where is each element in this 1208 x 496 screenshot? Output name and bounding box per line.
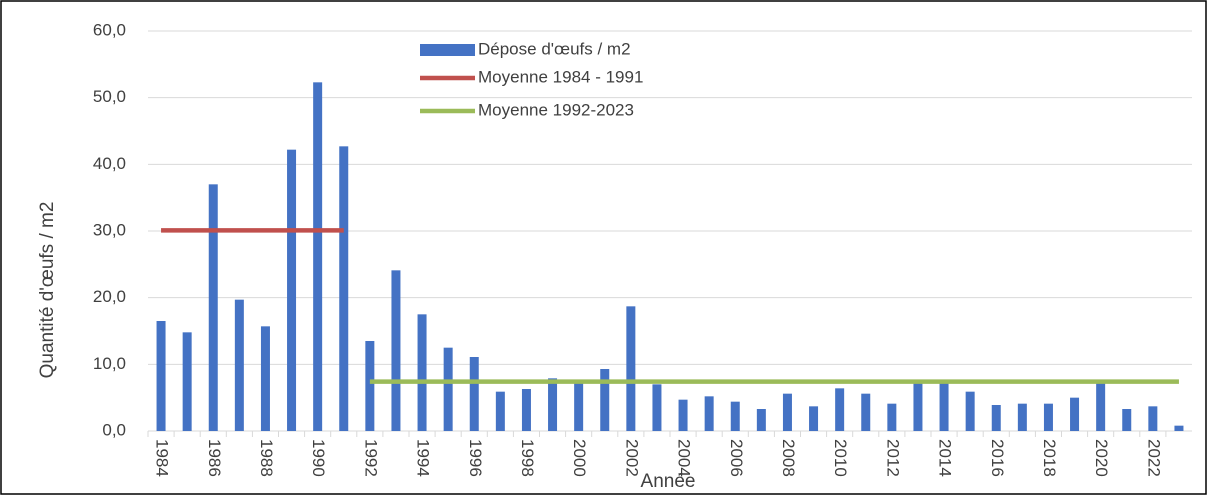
- bar: [652, 384, 662, 431]
- x-tick-label: 2018: [1040, 439, 1059, 477]
- legend-label: Moyenne 1992-2023: [478, 100, 634, 119]
- bar: [1096, 383, 1106, 431]
- y-tick-label: 0,0: [102, 420, 126, 439]
- bar: [600, 369, 610, 431]
- bar: [1174, 425, 1184, 431]
- y-tick-label: 20,0: [93, 287, 126, 306]
- y-tick-label: 60,0: [93, 20, 126, 39]
- bar: [704, 396, 714, 431]
- bar: [156, 321, 166, 431]
- y-tick-label: 30,0: [93, 220, 126, 239]
- x-tick-label: 1990: [309, 439, 328, 477]
- x-tick-label: 2000: [570, 439, 589, 477]
- bar: [1122, 409, 1132, 431]
- bar: [548, 378, 558, 431]
- bar: [469, 357, 479, 431]
- x-tick-label: 1996: [466, 439, 485, 477]
- bar: [443, 347, 453, 431]
- bar: [521, 389, 531, 431]
- y-tick-label: 50,0: [93, 87, 126, 106]
- legend-label: Moyenne 1984 - 1991: [478, 67, 643, 86]
- y-tick-label: 40,0: [93, 154, 126, 173]
- bar: [887, 403, 897, 431]
- x-tick-label: 1992: [361, 439, 380, 477]
- bar: [1017, 403, 1027, 431]
- x-axis-title: Année: [641, 471, 696, 492]
- bar: [365, 341, 375, 431]
- bar: [678, 399, 688, 431]
- bar: [313, 82, 323, 431]
- bar: [626, 306, 636, 431]
- bar: [756, 409, 766, 431]
- bar: [1043, 403, 1053, 431]
- bar: [182, 332, 192, 431]
- legend-swatch: [420, 44, 475, 56]
- bar: [965, 391, 975, 431]
- bar: [782, 393, 792, 431]
- x-tick-label: 2022: [1144, 439, 1163, 477]
- x-tick-label: 1994: [414, 439, 433, 477]
- x-tick-label: 2002: [622, 439, 641, 477]
- bar: [861, 393, 871, 431]
- x-tick-label: 2010: [831, 439, 850, 477]
- bar: [835, 388, 845, 431]
- x-tick-label: 2006: [727, 439, 746, 477]
- bar: [391, 270, 401, 431]
- bar: [417, 314, 427, 431]
- x-tick-label: 2020: [1092, 439, 1111, 477]
- bar: [287, 149, 297, 431]
- bar: [339, 146, 349, 432]
- bar: [809, 406, 819, 431]
- x-tick-label: 1984: [153, 439, 172, 477]
- bar: [991, 405, 1001, 431]
- y-axis-title: Quantité d'œufs / m2: [37, 202, 58, 379]
- legend-label: Dépose d'œufs / m2: [478, 39, 631, 58]
- bar: [730, 401, 740, 431]
- bar: [260, 326, 270, 431]
- bar: [1148, 406, 1158, 431]
- bar: [495, 391, 505, 431]
- x-tick-label: 1998: [518, 439, 537, 477]
- bar: [939, 381, 949, 431]
- x-tick-label: 2012: [883, 439, 902, 477]
- bar: [234, 299, 244, 431]
- x-tick-label: 1986: [205, 439, 224, 477]
- x-tick-label: 2014: [936, 439, 955, 477]
- x-tick-label: 2008: [779, 439, 798, 477]
- bar: [913, 382, 923, 431]
- bar: [1070, 397, 1080, 431]
- y-tick-label: 10,0: [93, 354, 126, 373]
- bar: [208, 184, 218, 431]
- x-tick-label: 1988: [257, 439, 276, 477]
- x-tick-label: 2016: [988, 439, 1007, 477]
- bar: [574, 383, 584, 431]
- x-tick-label: 2004: [675, 439, 694, 477]
